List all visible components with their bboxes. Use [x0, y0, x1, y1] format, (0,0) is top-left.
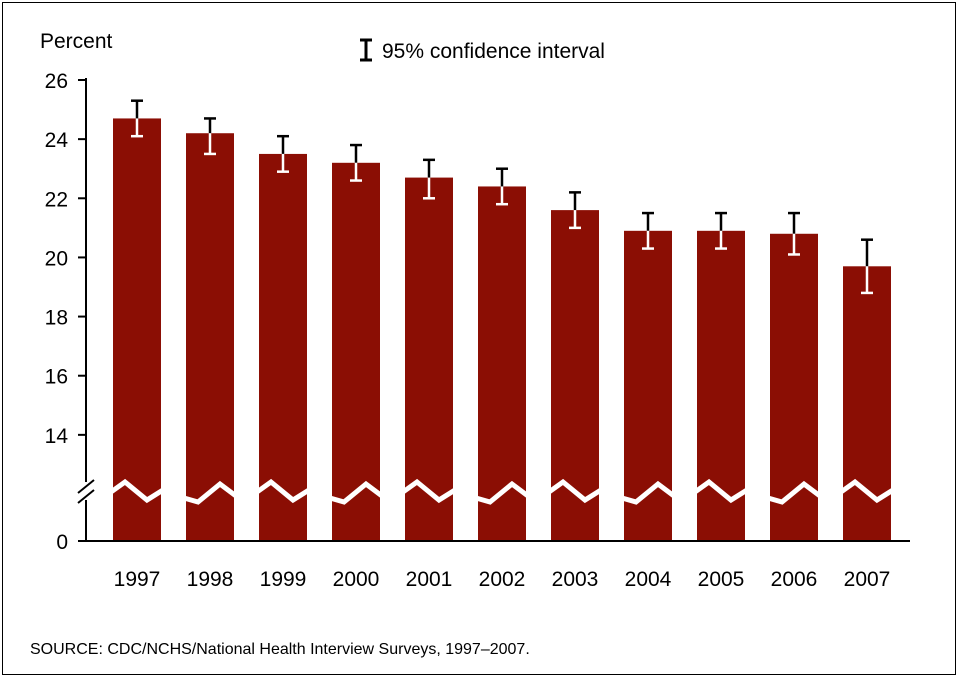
axis-break-marker-2004 [621, 480, 676, 505]
x-tick-label-2006: 2006 [771, 568, 818, 591]
y-tick-label-26: 26 [45, 70, 68, 93]
bar-2002 [478, 186, 526, 541]
y-tick-label-16: 16 [45, 366, 68, 389]
x-tick-label-2002: 2002 [479, 568, 526, 591]
error-bar-2004 [642, 211, 654, 250]
axis-break-marker-2005 [693, 478, 749, 504]
y-tick-label-20: 20 [45, 247, 68, 270]
x-tick-label-2005: 2005 [698, 568, 745, 591]
error-bar-2005 [715, 211, 727, 250]
axis-break-slash-bottom [77, 489, 95, 504]
x-tick-label-1998: 1998 [187, 568, 234, 591]
axis-break-marker-2003 [547, 478, 603, 504]
axis-break-marker-1998 [183, 480, 238, 505]
y-tick-label-0: 0 [56, 531, 68, 554]
y-axis-unit-label: Percent [40, 30, 113, 53]
x-tick-label-2000: 2000 [333, 568, 380, 591]
legend-label: 95% confidence interval [382, 40, 605, 63]
x-tick-label-2001: 2001 [406, 568, 453, 591]
bar-1997 [113, 118, 161, 541]
y-tick-label-22: 22 [45, 188, 68, 211]
axis-break-marker-2007 [839, 478, 895, 504]
bar-2007 [843, 266, 891, 541]
axis-break-marker-1997 [109, 478, 165, 504]
bar-1998 [186, 133, 234, 541]
axis-break-marker-2002 [475, 480, 530, 505]
y-tick-label-14: 14 [45, 425, 69, 448]
axis-break-marker-2001 [401, 478, 457, 504]
error-bar-2007 [861, 238, 873, 295]
bar-2000 [332, 162, 380, 542]
y-axis: 1997 1998 1999 2000 2001 2002 2003 2004 2005 2006… [45, 70, 910, 591]
x-tick-label-1997: 1997 [114, 568, 161, 591]
x-tick-label-2004: 2004 [625, 568, 672, 591]
axis-break-marker-1999 [255, 478, 311, 504]
error-bar-2002 [496, 167, 508, 206]
error-bar-2006 [788, 211, 800, 256]
error-bar-1997 [131, 99, 143, 138]
legend: 95% confidence interval [360, 38, 605, 63]
bar-2001 [405, 177, 453, 542]
bars-layer [109, 99, 895, 542]
error-bar-2001 [423, 158, 435, 200]
x-tick-label-2003: 2003 [552, 568, 599, 591]
axis-break-slash-top [77, 479, 95, 494]
axis-break-marker-2006 [767, 480, 822, 505]
error-bar-1999 [277, 134, 289, 173]
bar-1999 [259, 153, 307, 541]
axis-break-marker-2000 [329, 480, 384, 505]
y-tick-label-24: 24 [45, 129, 69, 152]
x-tick-label-1999: 1999 [260, 568, 307, 591]
error-bar-2000 [350, 143, 362, 182]
x-tick-label-2007: 2007 [844, 568, 891, 591]
confidence-interval-icon [360, 38, 372, 62]
error-bar-2003 [569, 191, 581, 230]
error-bar-1998 [204, 117, 216, 156]
y-tick-label-18: 18 [45, 307, 68, 330]
source-note: SOURCE: CDC/NCHS/National Health Intervi… [30, 641, 530, 658]
